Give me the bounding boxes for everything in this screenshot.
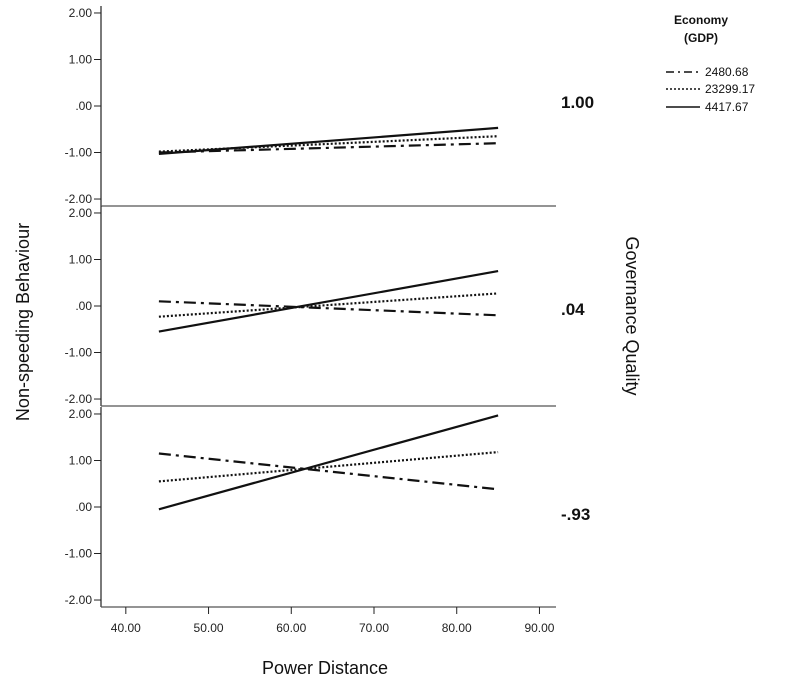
x-tick-label: 70.00 xyxy=(359,621,389,635)
facet-axis-title: Governance Quality xyxy=(622,236,642,395)
series-line-4417-67 xyxy=(158,270,499,333)
y-tick-label: 1.00 xyxy=(69,453,93,467)
y-tick-label: -2.00 xyxy=(65,593,93,607)
x-tick-label: 50.00 xyxy=(194,621,224,635)
y-tick-label: 2.00 xyxy=(69,407,93,421)
legend-label: 23299.17 xyxy=(705,82,755,96)
series-line-23299-17 xyxy=(158,451,499,483)
panel-label: -.93 xyxy=(561,505,590,524)
series-line-23299-17 xyxy=(158,292,499,318)
y-tick-label: -1.00 xyxy=(65,547,93,561)
x-tick-label: 40.00 xyxy=(111,621,141,635)
y-axis-title: Non-speeding Behaviour xyxy=(13,223,33,421)
y-tick-label: .00 xyxy=(75,500,92,514)
y-tick-label: 2.00 xyxy=(69,6,93,20)
panel-2: 2.00 1.00 .00 -1.00 -2.00 .04 xyxy=(65,206,585,407)
y-tick-label: 1.00 xyxy=(69,252,93,266)
y-tick-label: .00 xyxy=(75,99,92,113)
panel-label: .04 xyxy=(561,300,585,319)
series-line-4417-67 xyxy=(158,414,499,511)
series-line-2480-68 xyxy=(158,452,499,491)
series-line-2480-68 xyxy=(158,142,499,154)
x-tick-label: 60.00 xyxy=(276,621,306,635)
legend-label: 2480.68 xyxy=(705,65,749,79)
y-tick-label: -2.00 xyxy=(65,392,93,406)
x-tick-label: 80.00 xyxy=(442,621,472,635)
y-tick-label: 1.00 xyxy=(69,52,93,66)
y-tick-label: .00 xyxy=(75,299,92,313)
y-tick-label: -1.00 xyxy=(65,146,93,160)
legend-title-line1: Economy xyxy=(674,13,728,27)
y-tick-label: -1.00 xyxy=(65,346,93,360)
panel-3: 2.00 1.00 .00 -1.00 -2.00 -.93 xyxy=(65,407,590,608)
x-axis-title: Power Distance xyxy=(262,658,388,678)
legend-title-line2: (GDP) xyxy=(684,31,718,45)
y-tick-label: 2.00 xyxy=(69,206,93,220)
legend-label: 4417.67 xyxy=(705,100,749,114)
panels-group: 2.00 1.00 .00 -1.00 -2.00 1.00 2.00 1.00 .00 -1.0… xyxy=(65,6,594,608)
legend: Economy (GDP) 2480.68 23299.17 4417.67 xyxy=(666,13,755,114)
x-tick-label: 90.00 xyxy=(524,621,554,635)
series-line-4417-67 xyxy=(158,126,499,155)
panel-1: 2.00 1.00 .00 -1.00 -2.00 1.00 xyxy=(65,6,594,207)
y-tick-label: -2.00 xyxy=(65,192,93,206)
legend-items: 2480.68 23299.17 4417.67 xyxy=(666,65,755,114)
panel-label: 1.00 xyxy=(561,93,594,112)
series-line-2480-68 xyxy=(158,300,499,317)
x-axis: 40.00 50.00 60.00 70.00 80.00 90.00 xyxy=(111,607,555,635)
